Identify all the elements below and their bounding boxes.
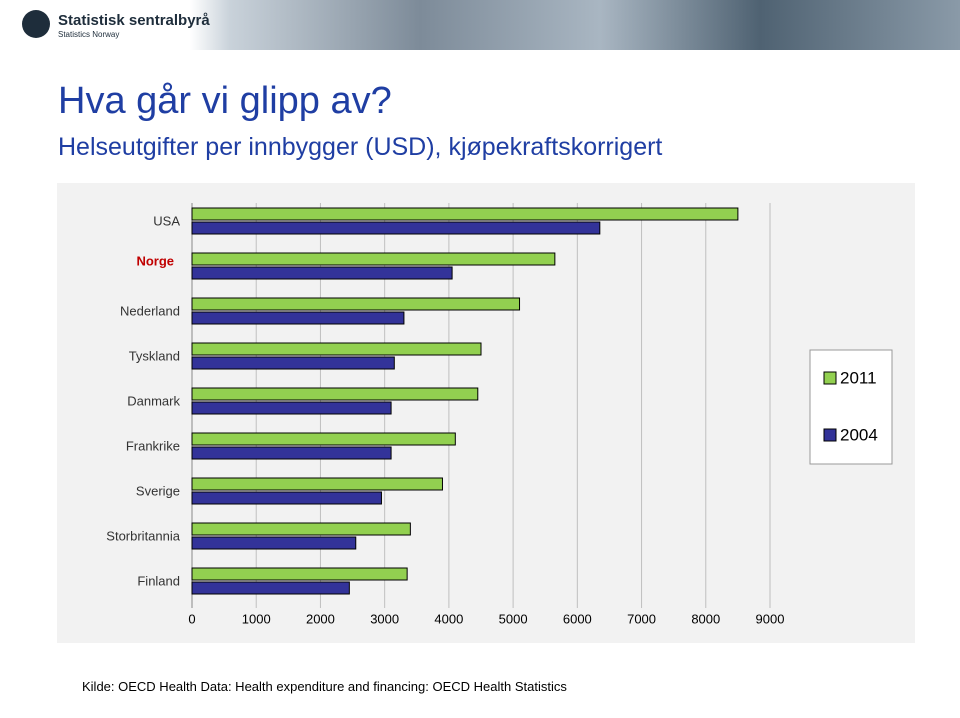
y-tick-label: Danmark — [127, 393, 180, 408]
x-tick-label: 0 — [188, 611, 195, 626]
x-tick-label: 6000 — [563, 611, 592, 626]
bar — [191, 536, 357, 550]
y-tick-label: Storbritannia — [106, 528, 180, 543]
x-tick-label: 5000 — [499, 611, 528, 626]
bar — [191, 522, 411, 536]
bar — [191, 266, 453, 280]
x-tick-label: 1000 — [242, 611, 271, 626]
y-tick-label: Tyskland — [129, 348, 180, 363]
bar — [191, 342, 482, 356]
bar — [191, 567, 408, 581]
y-tick-label: USA — [153, 213, 180, 228]
legend-swatch — [823, 371, 837, 385]
legend-label: 2004 — [840, 425, 878, 444]
bar — [191, 207, 739, 221]
legend-swatch — [823, 428, 837, 442]
bar — [191, 581, 350, 595]
bar — [191, 401, 392, 415]
x-tick-label: 4000 — [434, 611, 463, 626]
x-tick-label: 2000 — [306, 611, 335, 626]
banner: Statistisk sentralbyrå Statistics Norway — [0, 0, 960, 50]
logo-sub: Statistics Norway — [58, 30, 120, 39]
y-tick-label: Frankrike — [126, 438, 180, 453]
source: Kilde: OECD Health Data: Health expendit… — [82, 679, 567, 694]
bar — [191, 477, 443, 491]
x-tick-label: 9000 — [756, 611, 785, 626]
x-tick-label: 7000 — [627, 611, 656, 626]
logo-mark — [22, 10, 50, 38]
bar — [191, 446, 392, 460]
bar — [191, 356, 395, 370]
legend-box — [809, 349, 893, 465]
bar — [191, 432, 456, 446]
legend-label: 2011 — [840, 368, 877, 387]
bar — [191, 252, 556, 266]
bar — [191, 387, 479, 401]
title: Hva går vi glipp av? — [58, 80, 392, 122]
y-tick-label: Sverige — [136, 483, 180, 498]
bar — [191, 297, 521, 311]
chart-area — [57, 183, 915, 643]
x-tick-label: 8000 — [691, 611, 720, 626]
y-tick-label: Norge — [136, 253, 174, 268]
bar — [191, 221, 601, 235]
logo-name: Statistisk sentralbyrå — [58, 12, 210, 29]
bar — [191, 491, 382, 505]
subtitle: Helseutgifter per innbygger (USD), kjøpe… — [58, 133, 663, 161]
y-tick-label: Finland — [137, 573, 180, 588]
bar — [191, 311, 405, 325]
y-tick-label: Nederland — [120, 303, 180, 318]
x-tick-label: 3000 — [370, 611, 399, 626]
